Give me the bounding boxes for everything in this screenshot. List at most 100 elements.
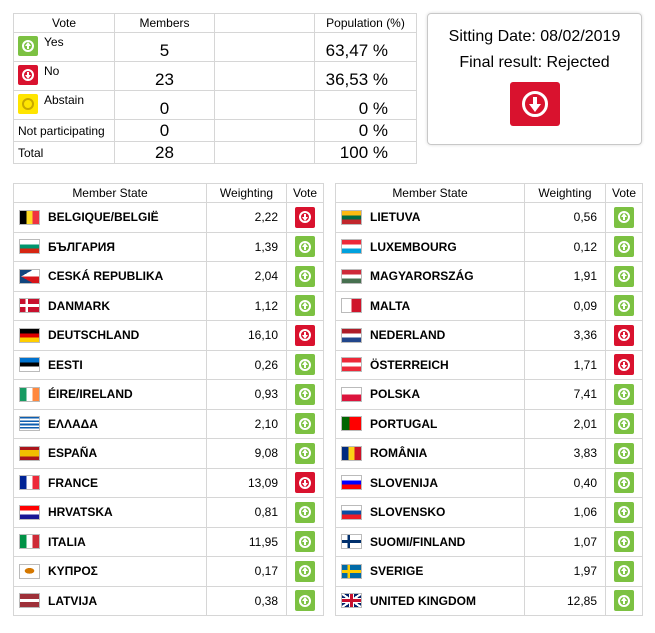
member-state-vote [286, 438, 324, 469]
member-state-name: CESKÁ REPUBLIKA [48, 269, 164, 284]
member-state-name: ITALIA [48, 534, 86, 549]
member-state-name: SLOVENIJA [370, 475, 439, 490]
member-state-name: БЪЛГАРИЯ [48, 239, 115, 254]
member-state-cell: CESKÁ REPUBLIKA [13, 261, 207, 292]
header-weighting: Weighting [524, 183, 606, 203]
member-state-cell: MALTA [335, 290, 525, 321]
member-state-weighting: 2,04 [206, 261, 287, 292]
header-members: Members [114, 13, 215, 33]
member-state-weighting: 0,81 [206, 497, 287, 528]
member-states-table-left: Member State Weighting Vote BELGIQUE/BEL… [13, 183, 324, 616]
summary-members: 23 [114, 61, 215, 91]
summary-row: Total 28 100 % [13, 141, 417, 164]
summary-vote-text: No [44, 64, 60, 78]
member-state-row: DANMARK 1,12 [13, 290, 324, 321]
member-state-vote [605, 379, 643, 410]
member-state-vote [605, 585, 643, 616]
header-vote: Vote [13, 13, 115, 33]
summary-row: Abstain 0 0 % [13, 90, 417, 120]
vote-yes-icon [614, 383, 634, 405]
member-state-weighting: 0,38 [206, 585, 287, 616]
flag-icon [19, 298, 40, 314]
vote-yes-icon [614, 442, 634, 464]
header-member-state: Member State [335, 183, 525, 203]
member-state-row: MAGYARORSZÁG 1,91 [335, 261, 643, 292]
member-state-cell: NEDERLAND [335, 320, 525, 351]
vote-yes-icon [295, 501, 315, 523]
final-result: Final result: Rejected [459, 54, 610, 71]
header-spacer [214, 13, 315, 33]
flag-icon [19, 504, 40, 520]
member-state-name: HRVATSKA [48, 505, 113, 520]
summary-row: Not participating 0 0 % [13, 119, 417, 142]
summary-vote-label: Yes [13, 32, 115, 62]
vote-yes-icon [295, 590, 315, 612]
member-state-row: ÖSTERREICH 1,71 [335, 349, 643, 380]
summary-vote-label: Total [13, 141, 115, 164]
flag-icon [341, 268, 362, 284]
member-state-name: PORTUGAL [370, 416, 438, 431]
flag-icon [341, 386, 362, 402]
member-state-weighting: 16,10 [206, 320, 287, 351]
summary-row: No 23 36,53 % [13, 61, 417, 91]
member-state-row: LATVIJA 0,38 [13, 585, 324, 616]
member-state-vote [605, 497, 643, 528]
summary-spacer [214, 90, 315, 120]
summary-spacer [214, 32, 315, 62]
member-state-vote [286, 349, 324, 380]
member-state-cell: LUXEMBOURG [335, 231, 525, 262]
vote-yes-icon [614, 413, 634, 435]
member-state-cell: SLOVENIJA [335, 467, 525, 498]
member-states-table-right: Member State Weighting Vote LIETUVA 0,56 L… [335, 183, 643, 616]
vote-yes-icon [18, 36, 38, 56]
member-state-row: БЪЛГАРИЯ 1,39 [13, 231, 324, 262]
member-state-cell: SVERIGE [335, 556, 525, 587]
vote-no-icon [295, 206, 315, 228]
flag-icon [341, 593, 362, 609]
summary-population: 36,53 % [314, 61, 417, 91]
member-state-weighting: 1,06 [524, 497, 606, 528]
flag-icon [341, 504, 362, 520]
summary-spacer [214, 61, 315, 91]
member-state-vote [286, 261, 324, 292]
member-state-row: SUOMI/FINLAND 1,07 [335, 526, 643, 557]
member-state-vote [605, 408, 643, 439]
member-state-weighting: 1,71 [524, 349, 606, 380]
member-state-weighting: 0,26 [206, 349, 287, 380]
member-state-vote [605, 438, 643, 469]
flag-icon [19, 475, 40, 491]
summary-spacer [214, 141, 315, 164]
member-state-row: ROMÂNIA 3,83 [335, 438, 643, 469]
member-state-name: MALTA [370, 298, 411, 313]
member-state-weighting: 1,91 [524, 261, 606, 292]
member-state-name: SUOMI/FINLAND [370, 534, 466, 549]
flag-icon [19, 563, 40, 579]
member-state-row: ÉIRE/IRELAND 0,93 [13, 379, 324, 410]
member-state-name: BELGIQUE/BELGIË [48, 210, 159, 225]
summary-members: 0 [114, 90, 215, 120]
vote-yes-icon [614, 206, 634, 228]
flag-icon [19, 386, 40, 402]
flag-icon [19, 357, 40, 373]
vote-yes-icon [614, 295, 634, 317]
vote-yes-icon [614, 501, 634, 523]
vote-yes-icon [295, 560, 315, 582]
member-state-name: LIETUVA [370, 210, 421, 225]
vote-yes-icon [614, 236, 634, 258]
member-state-row: ΕΛΛΑΔΑ 2,10 [13, 408, 324, 439]
flag-icon [19, 239, 40, 255]
summary-row: Yes 5 63,47 % [13, 32, 417, 62]
flag-icon [341, 357, 362, 373]
member-state-weighting: 2,01 [524, 408, 606, 439]
member-state-row: ITALIA 11,95 [13, 526, 324, 557]
member-state-vote [286, 497, 324, 528]
member-state-weighting: 3,36 [524, 320, 606, 351]
member-state-weighting: 2,22 [206, 202, 287, 233]
summary-members: 5 [114, 32, 215, 62]
vote-abstain-icon [18, 94, 38, 114]
member-state-weighting: 0,12 [524, 231, 606, 262]
vote-yes-icon [295, 236, 315, 258]
member-state-row: LUXEMBOURG 0,12 [335, 231, 643, 262]
member-state-name: ΕΛΛΑΔΑ [48, 416, 98, 431]
member-state-row: NEDERLAND 3,36 [335, 320, 643, 351]
